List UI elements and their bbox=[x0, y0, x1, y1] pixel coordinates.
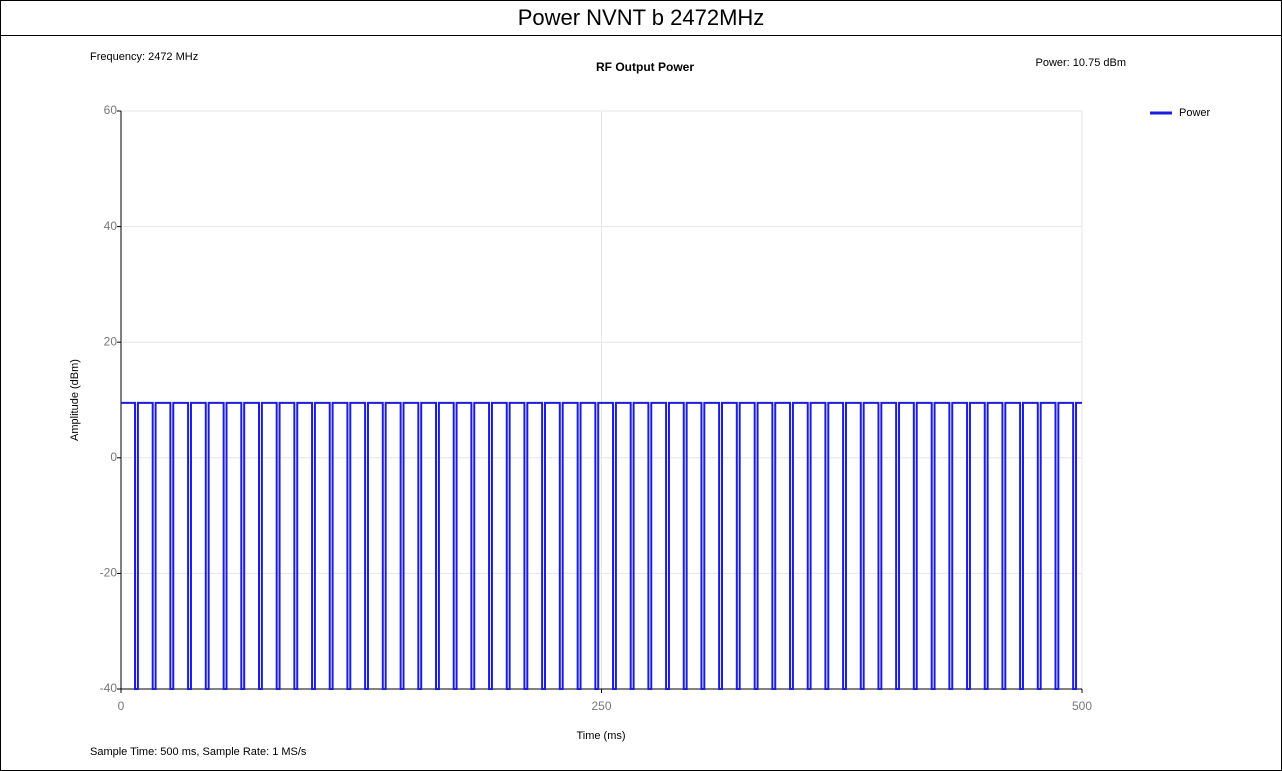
y-tick-label: -20 bbox=[100, 566, 118, 580]
x-axis-label: Time (ms) bbox=[576, 730, 625, 742]
y-tick-label: 20 bbox=[104, 334, 118, 348]
legend-label: Power bbox=[1179, 107, 1211, 119]
series-line bbox=[121, 401, 1082, 690]
frequency-note: Frequency: 2472 MHz bbox=[90, 51, 198, 63]
x-tick-label: 250 bbox=[591, 699, 611, 713]
y-axis-label: Amplitude (dBm) bbox=[69, 359, 81, 441]
y-tick-label: 40 bbox=[104, 219, 118, 233]
chart-title: RF Output Power bbox=[596, 60, 694, 74]
power-note: Power: 10.75 dBm bbox=[1036, 57, 1127, 69]
y-tick-label: -40 bbox=[100, 681, 118, 695]
y-tick-label: 0 bbox=[110, 450, 117, 464]
x-tick-label: 0 bbox=[118, 699, 125, 713]
y-tick-label: 60 bbox=[104, 103, 118, 117]
x-tick-label: 500 bbox=[1072, 699, 1092, 713]
footer-note: Sample Time: 500 ms, Sample Rate: 1 MS/s bbox=[90, 746, 307, 758]
page-title: Power NVNT b 2472MHz bbox=[518, 5, 765, 30]
